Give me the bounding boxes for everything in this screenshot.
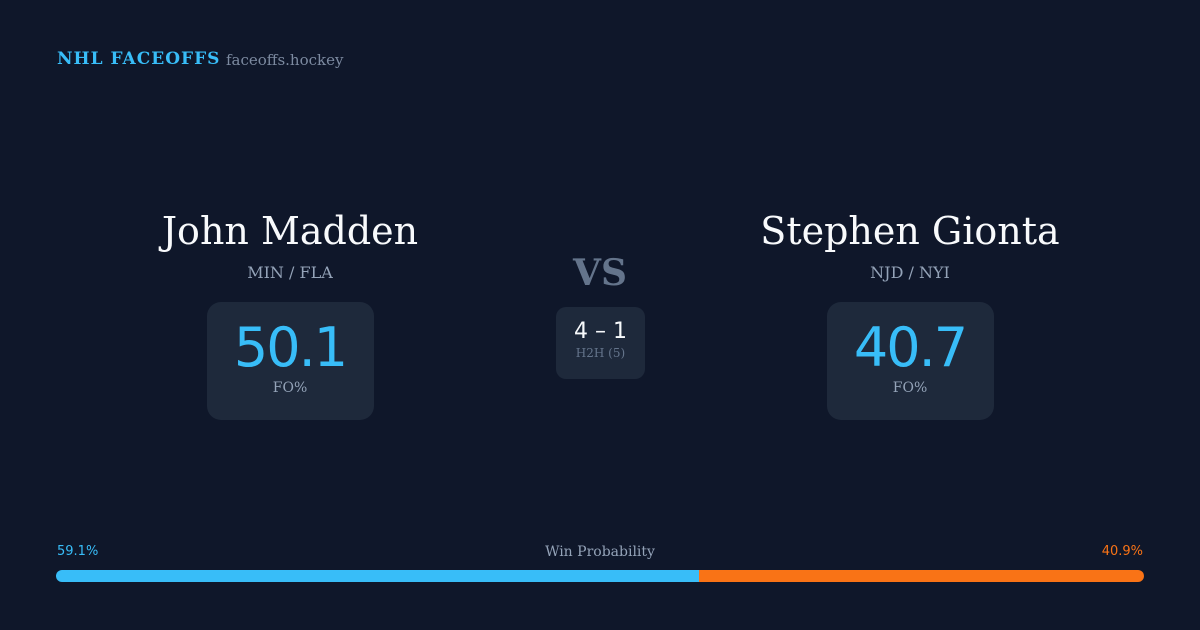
h2h-card: 4 – 1 H2H (5) <box>556 307 645 379</box>
player-2-prob-fill <box>699 570 1144 582</box>
player-1-prob-fill <box>56 570 699 582</box>
h2h-score: 4 – 1 <box>574 319 627 344</box>
h2h-label: H2H (5) <box>575 346 626 360</box>
win-probability-bar <box>56 570 1144 582</box>
vs-label: VS <box>573 252 627 294</box>
player-2-name: Stephen Gionta <box>760 209 1060 253</box>
player-1-name: John Madden <box>161 209 419 253</box>
player-1-win-prob: 59.1% <box>57 544 99 559</box>
site-url: faceoffs.hockey <box>226 51 344 69</box>
player-1-fo-pct: 50.1 <box>233 316 348 379</box>
player-2-teams: NJD / NYI <box>870 263 950 282</box>
player-2-fo-card: 40.7 FO% <box>826 302 994 420</box>
player-2-win-prob: 40.9% <box>1101 544 1143 559</box>
player-1-teams: MIN / FLA <box>247 263 333 282</box>
player-2-fo-pct: 40.7 <box>853 316 968 379</box>
player-1-fo-label: FO% <box>272 380 308 396</box>
win-probability-label: Win Probability <box>545 544 655 560</box>
player-2-panel: Stephen Gionta NJD / NYI 40.7 FO% <box>660 205 1160 420</box>
player-2-fo-label: FO% <box>892 380 928 396</box>
brand-title: NHL FACEOFFS <box>57 49 221 69</box>
player-1-fo-card: 50.1 FO% <box>206 302 374 420</box>
player-1-panel: John Madden MIN / FLA 50.1 FO% <box>40 205 540 420</box>
